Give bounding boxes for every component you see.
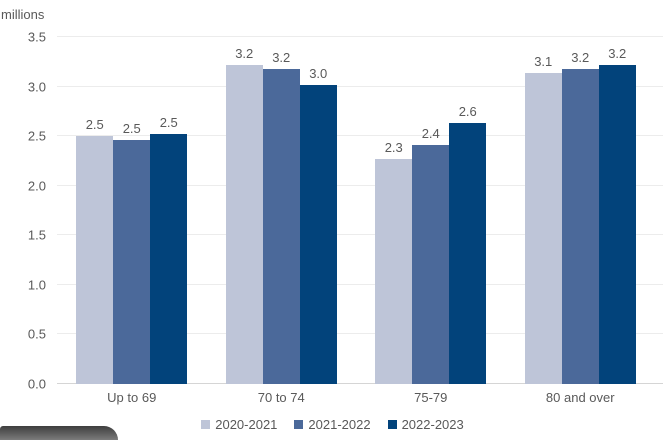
bar-2021-2022-75-79[interactable] (412, 145, 450, 384)
bar-groups: 2.5 2.5 2.5 3.2 3.2 3.0 2.3 2.4 2.6 3.1 3.2 3.2 (57, 37, 655, 384)
bar-2021-2022-Up to 69[interactable] (113, 139, 151, 384)
bar-column: 3.0 (299, 65, 337, 384)
x-axis-category-label: 70 to 74 (257, 390, 305, 405)
bar-group: 2.3 2.4 2.6 (356, 37, 506, 384)
legend-label: 2020-2021 (215, 417, 278, 432)
bar-column: 2.3 (375, 139, 413, 384)
bar-group: 2.5 2.5 2.5 (57, 37, 207, 384)
y-axis-tick-label: 2.5 (27, 128, 46, 144)
bar-2021-2022-70 to 74[interactable] (262, 68, 300, 384)
bar-2022-2023-70 to 74[interactable] (299, 84, 337, 384)
bar-column: 3.2 (262, 49, 300, 384)
bar-2021-2022-80 and over[interactable] (561, 68, 599, 384)
gridline (57, 184, 663, 186)
y-axis-tick-label: 3.5 (27, 29, 46, 45)
bar-value-label: 2.5 (122, 120, 141, 136)
y-axis-tick-label: 1.0 (27, 277, 46, 293)
bar-2022-2023-80 and over[interactable] (598, 64, 636, 384)
x-axis-category-label: Up to 69 (107, 390, 157, 405)
bar-2020-2021-Up to 69[interactable] (76, 136, 114, 384)
legend: 2020-2021 2021-2022 2022-2023 (0, 417, 665, 432)
y-axis-tick-label: 3.0 (27, 79, 46, 95)
gridline (57, 283, 663, 285)
legend-swatch-icon (387, 420, 397, 429)
bar-column: 2.5 (113, 120, 151, 384)
bar-2022-2023-Up to 69[interactable] (150, 134, 188, 384)
legend-item-2022-2023[interactable]: 2022-2023 (387, 417, 464, 432)
gridline (57, 333, 663, 335)
bar-value-label: 2.5 (159, 115, 178, 131)
plot-area: 2.5 2.5 2.5 3.2 3.2 3.0 2.3 2.4 2.6 3.1 3.2 3.2 (57, 36, 663, 384)
bar-value-label: 3.2 (235, 45, 254, 61)
gridline (57, 135, 663, 137)
x-axis-category-label: 80 and over (545, 390, 615, 405)
bar-value-label: 2.3 (384, 139, 403, 155)
bar-value-label: 2.6 (458, 104, 477, 120)
bar-value-label: 2.5 (85, 117, 104, 133)
legend-item-2021-2022[interactable]: 2021-2022 (294, 417, 371, 432)
bar-2020-2021-70 to 74[interactable] (225, 64, 263, 384)
partial-overlay-button[interactable] (0, 426, 118, 440)
bar-value-label: 3.0 (309, 65, 328, 81)
bar-column: 2.5 (76, 117, 114, 384)
x-axis-category-label: 75-79 (414, 390, 448, 405)
legend-label: 2022-2023 (401, 417, 464, 432)
bar-column: 2.6 (449, 104, 487, 384)
gridline (57, 383, 663, 384)
gridline (57, 234, 663, 236)
bar-2020-2021-75-79[interactable] (375, 158, 413, 384)
legend-swatch-icon (294, 420, 304, 429)
y-axis-tick-label: 1.5 (27, 227, 46, 243)
legend-swatch-icon (201, 420, 211, 429)
gridline (57, 36, 663, 37)
bar-column: 2.4 (412, 126, 450, 384)
y-axis-tick-labels: 0.0 0.5 1.0 1.5 2.0 2.5 3.0 3.5 (0, 30, 50, 392)
legend-item-2020-2021[interactable]: 2020-2021 (201, 417, 277, 432)
y-axis-tick-label: 0.5 (27, 326, 46, 342)
gridline (57, 85, 663, 87)
bar-value-label: 3.2 (608, 45, 627, 61)
y-axis-tick-label: 2.0 (27, 178, 46, 194)
bar-column: 3.2 (561, 49, 599, 384)
bar-value-label: 3.2 (571, 49, 590, 65)
bar-2020-2021-80 and over[interactable] (524, 72, 562, 384)
legend-label: 2021-2022 (308, 417, 371, 432)
y-axis-tick-label: 0.0 (27, 376, 46, 392)
bar-column: 3.2 (598, 45, 636, 384)
bar-2022-2023-75-79[interactable] (449, 123, 487, 384)
bar-group: 3.1 3.2 3.2 (506, 37, 656, 384)
bar-group: 3.2 3.2 3.0 (207, 37, 357, 384)
x-axis-category-labels: Up to 69 70 to 74 75-79 80 and over (57, 390, 655, 405)
bar-value-label: 2.4 (421, 126, 440, 142)
y-axis-unit-label: millions (1, 7, 45, 22)
bar-value-label: 3.2 (272, 49, 291, 65)
bar-column: 3.1 (524, 53, 562, 384)
bar-value-label: 3.1 (534, 53, 553, 69)
bar-column: 2.5 (150, 115, 188, 384)
bar-column: 3.2 (225, 45, 263, 384)
